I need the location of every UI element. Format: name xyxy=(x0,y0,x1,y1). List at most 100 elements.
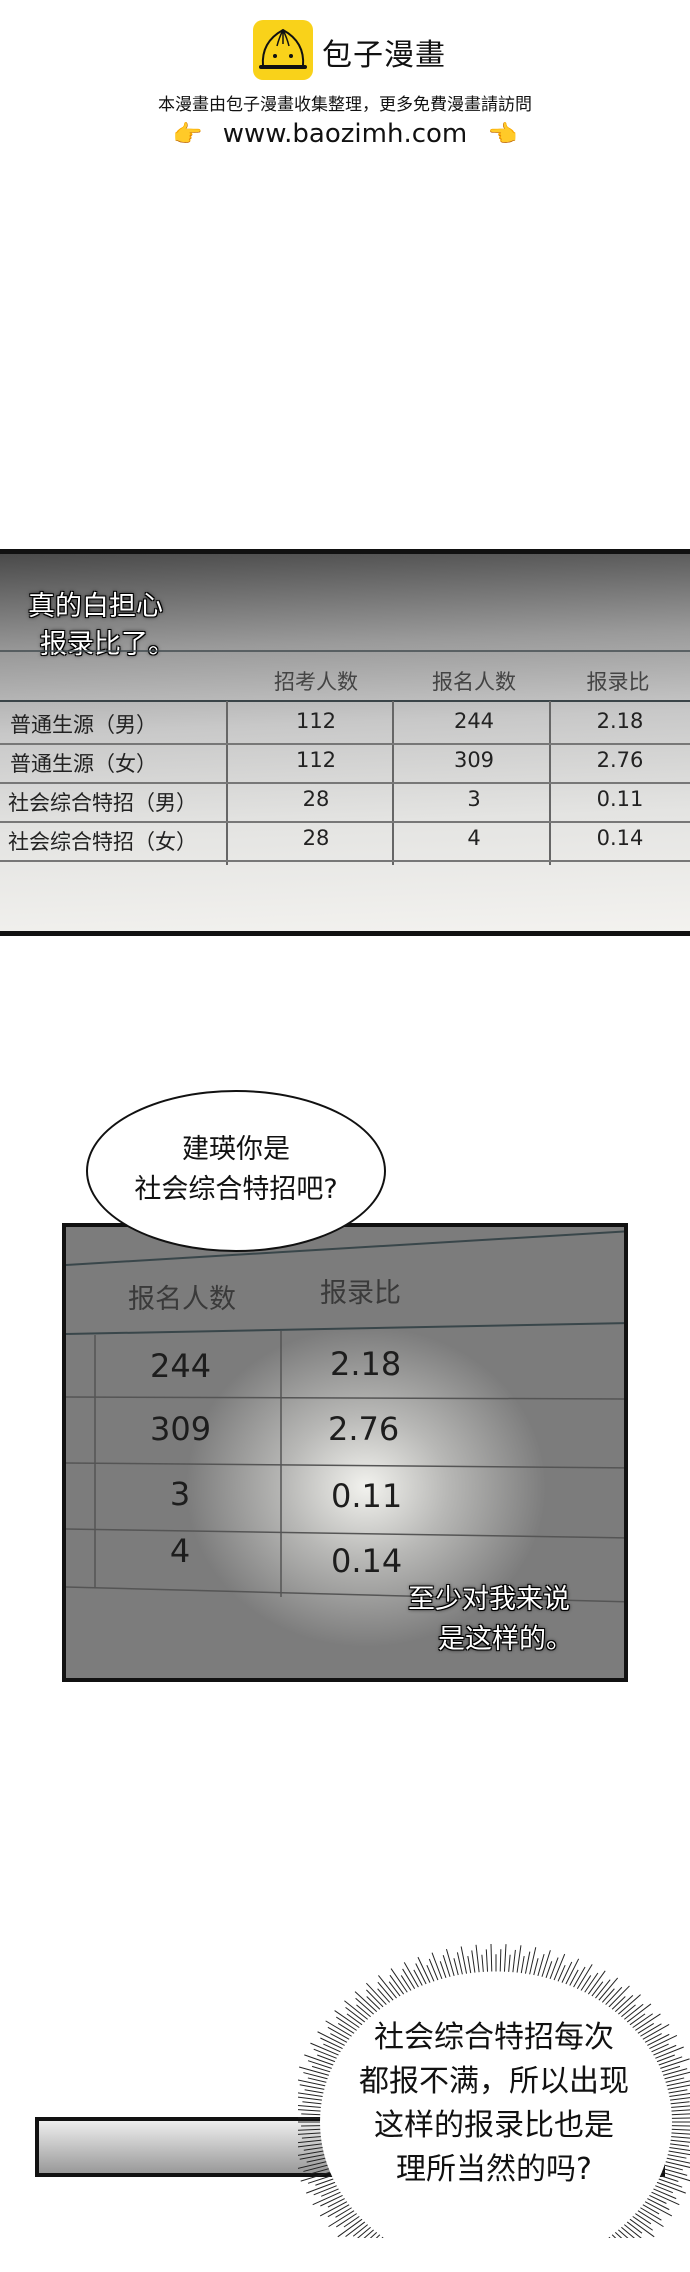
cell: 4 xyxy=(150,1532,210,1570)
burst-line xyxy=(504,1944,506,1971)
burst-line xyxy=(602,1989,614,2003)
burst-line xyxy=(329,2210,355,2226)
burst-line xyxy=(401,1975,411,1990)
row-label: 普通生源（女） xyxy=(10,748,157,778)
row-label: 社会综合特招（男） xyxy=(8,787,197,817)
burst-line xyxy=(513,1950,516,1972)
burst-line xyxy=(627,2222,642,2233)
caption-line-1: 真的白担心 xyxy=(28,588,163,626)
burst-line xyxy=(414,1970,422,1986)
burst-line xyxy=(574,1967,586,1987)
burst-line xyxy=(509,1955,510,1972)
burst-line xyxy=(366,1983,386,2004)
burst-line xyxy=(476,1945,479,1972)
row-divider xyxy=(0,821,690,823)
comic-panel-closeup-table: 报名人数 报录比 244 2.18 309 2.76 3 0.11 4 0.14… xyxy=(62,1223,628,1682)
shout-line-1: 社会综合特招每次 xyxy=(298,2016,690,2060)
burst-line xyxy=(482,1955,483,1972)
cell: 2.76 xyxy=(560,748,680,772)
brand-name: 包子漫畫 xyxy=(322,30,446,74)
column-header: 报录比 xyxy=(320,1271,401,1310)
notice-text: 本漫畫由包子漫畫收集整理，更多免費漫畫請訪問 xyxy=(0,90,690,115)
burst-line xyxy=(592,1982,603,1996)
site-url-link[interactable]: www.baozimh.com xyxy=(223,119,468,149)
burst-line xyxy=(355,1992,377,2012)
burst-line xyxy=(581,1975,591,1990)
cell: 3 xyxy=(404,787,544,811)
burst-line xyxy=(378,1975,396,1998)
burst-line xyxy=(649,2195,666,2203)
burst-line xyxy=(338,2219,362,2237)
burst-line xyxy=(454,1958,458,1975)
table-top-line xyxy=(0,650,690,652)
bubble-line-1: 建瑛你是 xyxy=(88,1130,384,1170)
cell: 0.11 xyxy=(560,787,680,811)
cell: 28 xyxy=(246,787,386,811)
cell: 2.18 xyxy=(330,1345,401,1383)
burst-line xyxy=(635,2213,651,2223)
burst-line xyxy=(534,1958,538,1975)
burst-line xyxy=(486,1949,487,1971)
burst-line xyxy=(642,2204,659,2213)
burst-line xyxy=(378,1989,390,2003)
cell: 0.11 xyxy=(331,1477,402,1515)
cell: 309 xyxy=(150,1410,210,1448)
shout-line-2: 都报不满，所以出现 xyxy=(298,2060,690,2104)
column-header: 报录比 xyxy=(548,666,688,696)
burst-line xyxy=(500,1949,501,1971)
burst-line xyxy=(491,1944,492,1972)
cell: 0.14 xyxy=(560,826,680,850)
burst-line xyxy=(525,1952,529,1974)
burst-line xyxy=(328,2198,345,2207)
burst-line xyxy=(356,2230,374,2238)
shout-line-4: 理所当然的吗? xyxy=(298,2148,690,2192)
shout-line-3: 这样的报录比也是 xyxy=(298,2104,690,2148)
column-header: 报名人数 xyxy=(404,666,544,696)
caption-line-2: 是这样的。 xyxy=(438,1621,573,1659)
column-header: 报名人数 xyxy=(128,1277,236,1316)
burst-line xyxy=(517,1945,521,1972)
burst-line xyxy=(562,1962,572,1983)
cell: 309 xyxy=(404,748,544,772)
pointing-right-hand-icon: 👉 xyxy=(173,120,203,148)
burst-line xyxy=(366,2237,383,2238)
burst-line xyxy=(344,2216,360,2227)
burst-line xyxy=(353,2224,368,2236)
burst-line xyxy=(599,1978,618,2000)
burst-line xyxy=(416,1964,426,1984)
caption-line-1: 至少对我来说 xyxy=(408,1581,570,1619)
cell: 28 xyxy=(246,826,386,850)
pointing-left-hand-icon: 👈 xyxy=(488,120,518,148)
cell: 244 xyxy=(404,709,544,733)
cell: 3 xyxy=(150,1475,210,1513)
row-label: 普通生源（男） xyxy=(10,709,157,739)
burst-line xyxy=(367,1996,380,2009)
site-url-row: 👉 www.baozimh.com 👈 xyxy=(0,118,690,149)
cell: 2.18 xyxy=(560,709,680,733)
speech-bubble: 建瑛你是 社会综合特招吧? xyxy=(86,1090,386,1252)
row-divider xyxy=(0,743,690,745)
burst-line xyxy=(570,1970,578,1986)
row-divider xyxy=(0,782,690,784)
cell: 0.14 xyxy=(331,1542,402,1580)
table-header-line xyxy=(0,700,690,702)
caption-line-2: 报录比了。 xyxy=(40,626,175,664)
burst-line xyxy=(542,1950,550,1977)
burst-line xyxy=(550,1958,558,1979)
row-label: 社会综合特招（女） xyxy=(8,826,197,856)
burst-line xyxy=(468,1956,471,1973)
shout-bubble: 社会综合特招每次 都报不满，所以出现 这样的报录比也是 理所当然的吗? xyxy=(298,1938,690,2238)
burst-line xyxy=(521,1956,524,1973)
row-divider xyxy=(0,860,690,862)
bubble-line-2: 社会综合特招吧? xyxy=(88,1170,384,1210)
burst-line xyxy=(609,1986,630,2007)
burst-line xyxy=(472,1950,475,1972)
cell: 244 xyxy=(150,1347,210,1385)
burst-line xyxy=(461,1947,466,1974)
cell: 4 xyxy=(404,826,544,850)
burst-line xyxy=(432,1953,442,1979)
cell: 112 xyxy=(246,748,386,772)
burst-line xyxy=(457,1952,462,1974)
cell: 2.76 xyxy=(328,1410,399,1448)
burst-line xyxy=(336,2207,352,2217)
